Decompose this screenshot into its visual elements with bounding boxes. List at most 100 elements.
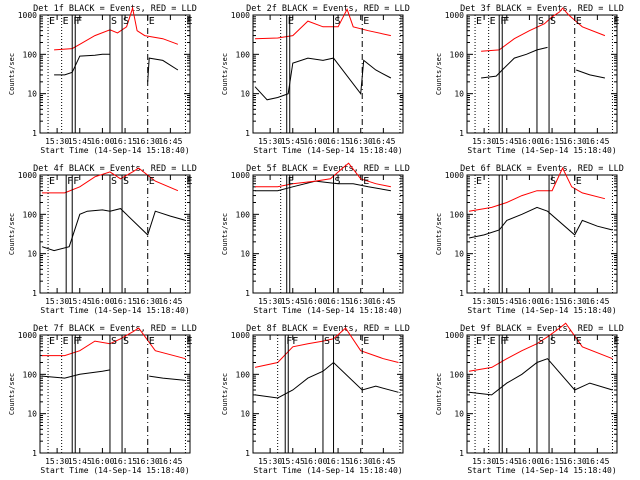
x-tick-label: 15:45: [281, 457, 305, 466]
x-tick-label: 16:30: [563, 297, 587, 306]
event-marker-label: E: [49, 336, 55, 347]
series-line-lld: [481, 7, 606, 52]
event-marker-label: E: [149, 176, 155, 187]
x-tick-label: 15:30: [45, 457, 69, 466]
plot-frame: [466, 174, 618, 294]
x-tick-label: 16:30: [136, 457, 160, 466]
y-axis-label: Counts/sec: [435, 213, 443, 255]
event-marker-label: S: [335, 336, 341, 347]
y-tick-label: 1: [459, 449, 464, 458]
y-tick-label: 1: [245, 289, 250, 298]
x-tick-label: 16:00: [303, 297, 327, 306]
event-marker-label: E: [363, 16, 369, 27]
y-tick-label: 1000: [445, 171, 464, 180]
panel-4: Det 4f BLACK = Events, RED = LLD 1 10 100 10…: [8, 164, 197, 315]
x-tick-label: 15:45: [68, 137, 92, 146]
x-tick-label: 16:15: [540, 457, 564, 466]
plot-frame: [252, 334, 404, 454]
event-marker-label: E: [576, 16, 582, 27]
x-tick-label: 16:15: [540, 297, 564, 306]
plot-frame: [466, 334, 618, 454]
x-tick-label: 16:15: [326, 457, 350, 466]
event-marker-label: E: [476, 336, 482, 347]
x-tick-label: 16:15: [113, 137, 137, 146]
event-marker-label: F: [76, 16, 82, 27]
x-tick-label: 15:45: [68, 297, 92, 306]
x-tick-label: 16:45: [158, 457, 182, 466]
event-marker-label: F: [76, 336, 82, 347]
x-tick-label: 16:00: [517, 137, 541, 146]
event-marker-label: S: [111, 336, 117, 347]
panel-1: Det 1f BLACK = Events, RED = LLD 1 10 100 10…: [8, 4, 197, 155]
event-marker-label: E: [363, 176, 369, 187]
x-axis-label: Start Time (14-Sep-14 15:18:40): [40, 146, 189, 155]
x-tick-label: 16:30: [349, 137, 373, 146]
x-tick-label: 16:45: [585, 297, 609, 306]
y-tick-label: 100: [236, 50, 251, 59]
x-tick-label: 15:45: [281, 137, 305, 146]
series-line-events: [54, 53, 179, 82]
y-axis-label: Counts/sec: [8, 213, 16, 255]
event-marker-label: E: [49, 176, 55, 187]
x-tick-label: 16:45: [371, 137, 395, 146]
x-tick-label: 16:15: [326, 297, 350, 306]
x-tick-label: 16:45: [585, 137, 609, 146]
event-marker-label: S: [538, 16, 544, 27]
event-marker-label: E: [149, 336, 155, 347]
x-tick-label: 15:45: [68, 457, 92, 466]
x-tick-label: 16:00: [517, 457, 541, 466]
x-tick-label: 16:00: [90, 137, 114, 146]
panel-title: Det 1f BLACK = Events, RED = LLD: [33, 4, 197, 14]
event-marker-label: E: [476, 16, 482, 27]
event-marker-label: S: [538, 336, 544, 347]
series-line-events: [254, 361, 399, 399]
x-tick-label: 16:15: [540, 137, 564, 146]
event-marker-label: E: [288, 16, 294, 27]
y-tick-label: 1000: [445, 331, 464, 340]
plot-frame: [252, 174, 404, 294]
event-marker-label: E: [186, 176, 192, 187]
y-tick-label: 10: [27, 250, 37, 259]
x-axis-label: Start Time (14-Sep-14 15:18:40): [40, 306, 189, 315]
event-marker-label: F: [73, 176, 79, 187]
panel-title: Det 8f BLACK = Events, RED = LLD: [246, 324, 410, 334]
event-marker-label: S: [123, 336, 129, 347]
y-tick-label: 1: [245, 449, 250, 458]
x-tick-label: 15:30: [258, 297, 282, 306]
event-marker-label: F: [73, 16, 79, 27]
x-tick-label: 16:15: [113, 297, 137, 306]
event-marker-label: E: [476, 176, 482, 187]
panel-title: Det 6f BLACK = Events, RED = LLD: [460, 164, 624, 174]
y-tick-label: 1: [32, 449, 37, 458]
y-axis-label: Counts/sec: [435, 53, 443, 95]
y-tick-label: 100: [23, 370, 38, 379]
y-tick-label: 1000: [18, 171, 37, 180]
x-axis-label: Start Time (14-Sep-14 15:18:40): [253, 306, 402, 315]
series-line-lld: [255, 162, 392, 188]
x-axis-label: Start Time (14-Sep-14 15:18:40): [467, 466, 616, 475]
x-tick-label: 15:45: [281, 297, 305, 306]
y-tick-label: 1000: [231, 11, 250, 20]
y-axis-label: Counts/sec: [8, 373, 16, 415]
x-tick-label: 16:30: [349, 297, 373, 306]
series-line-events: [255, 180, 391, 192]
x-tick-label: 15:30: [472, 457, 496, 466]
event-marker-label: S: [111, 16, 117, 27]
x-tick-label: 16:45: [371, 457, 395, 466]
event-marker-label: S: [123, 16, 129, 27]
event-marker-label: E: [490, 16, 496, 27]
panel-title: Det 2f BLACK = Events, RED = LLD: [246, 4, 410, 14]
x-axis-label: Start Time (14-Sep-14 15:18:40): [467, 306, 616, 315]
panel-title: Det 7f BLACK = Events, RED = LLD: [33, 324, 197, 334]
event-marker-label: FF: [286, 336, 298, 347]
event-marker-label: F: [503, 336, 509, 347]
x-tick-label: 16:30: [136, 137, 160, 146]
x-tick-label: 16:45: [371, 297, 395, 306]
y-tick-label: 100: [450, 210, 465, 219]
event-marker-label: E: [576, 176, 582, 187]
y-tick-label: 1000: [18, 11, 37, 20]
series-line-events: [468, 358, 613, 396]
y-tick-label: 100: [450, 370, 465, 379]
x-tick-label: 16:45: [585, 457, 609, 466]
y-tick-label: 10: [240, 410, 250, 419]
